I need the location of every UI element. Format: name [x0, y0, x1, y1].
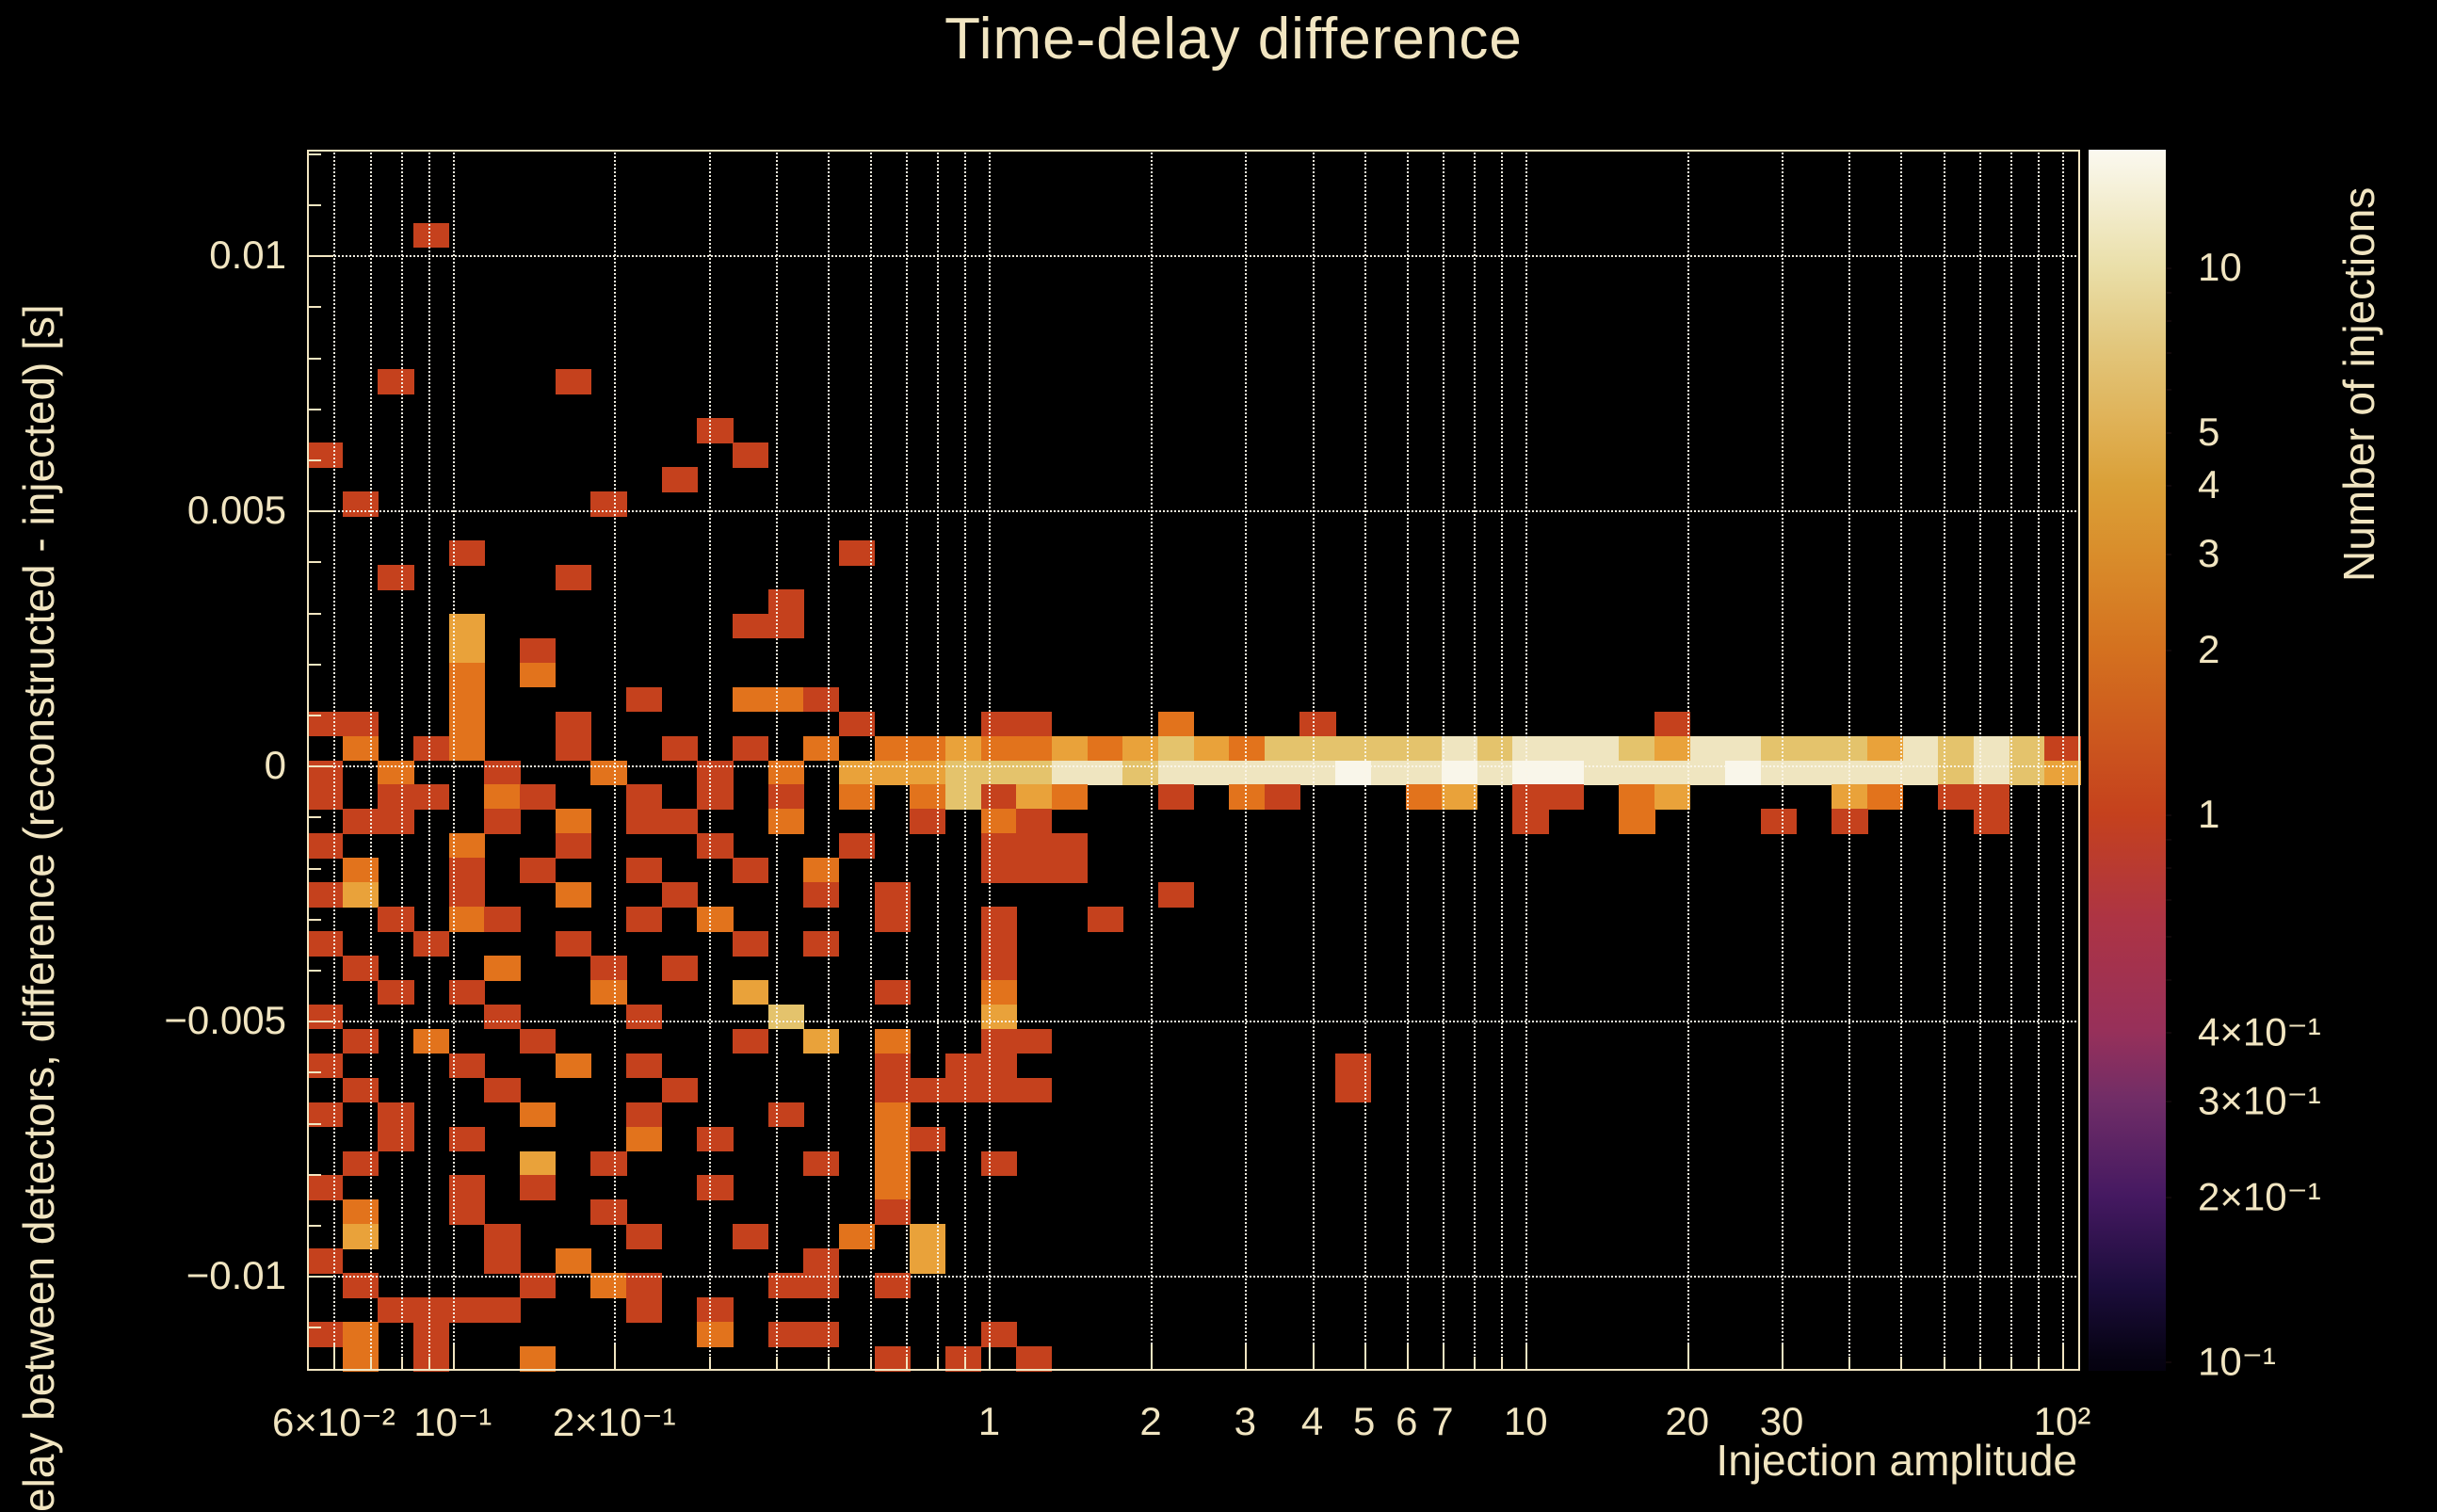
colorbar-tick-label: 10	[2198, 244, 2242, 289]
x-tick-label: 4	[1300, 1399, 1324, 1443]
x-tick-label: 2×10⁻¹	[552, 1400, 676, 1444]
colorbar-title: Number of injections	[2334, 186, 2383, 582]
colorbar-tick-label: 10⁻¹	[2198, 1339, 2276, 1384]
colorbar-tick-label: 1	[2198, 791, 2220, 836]
colorbar-tick-label: 2×10⁻¹	[2198, 1174, 2321, 1219]
y-tick-label: −0.005	[164, 998, 286, 1043]
plot-frame	[307, 150, 2080, 1371]
x-tick-label: 2	[1139, 1399, 1162, 1443]
x-axis-title: Injection amplitude	[1716, 1436, 2077, 1485]
y-tick-label: −0.01	[186, 1253, 286, 1298]
colorbar-tick-label: 5	[2198, 409, 2220, 454]
x-tick-label: 7	[1431, 1399, 1454, 1443]
x-tick-label: 5	[1353, 1399, 1376, 1443]
x-tick-label: 10	[1503, 1399, 1548, 1443]
x-tick-label: 6	[1396, 1399, 1418, 1443]
x-tick-label: 1	[977, 1399, 1001, 1443]
x-tick-label: 3	[1234, 1399, 1256, 1443]
colorbar-tick-label: 2	[2198, 626, 2220, 671]
y-tick-label: 0.005	[186, 488, 286, 533]
chart-title: Time-delay difference	[944, 7, 1523, 72]
colorbar	[2089, 150, 2166, 1371]
x-tick-label: 10⁻¹	[413, 1400, 492, 1444]
y-tick-label: 0.01	[209, 233, 286, 278]
x-tick-label: 20	[1665, 1399, 1710, 1443]
colorbar-tick-label: 3	[2198, 530, 2220, 575]
x-tick-label: 6×10⁻²	[271, 1400, 395, 1444]
colorbar-tick-label: 4	[2198, 461, 2220, 507]
colorbar-tick-label: 3×10⁻¹	[2198, 1078, 2321, 1123]
y-axis-title: elay between detectors, difference (reco…	[14, 304, 63, 1512]
colorbar-tick-label: 4×10⁻¹	[2198, 1009, 2321, 1054]
y-tick-label: 0	[264, 743, 286, 788]
